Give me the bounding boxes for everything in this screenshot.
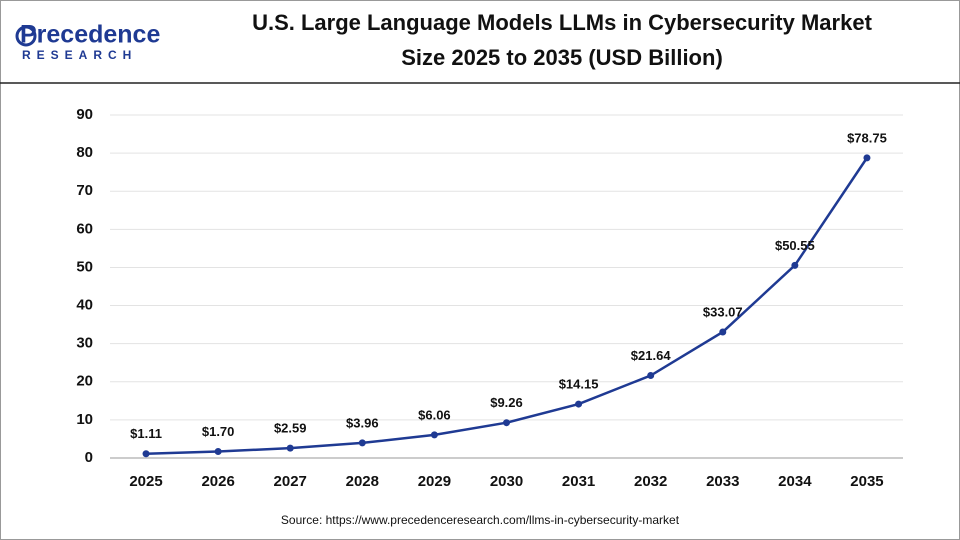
point — [719, 328, 727, 336]
x-tick-label: 2034 — [778, 473, 812, 490]
point — [647, 372, 655, 380]
y-tick-label: 50 — [76, 258, 93, 275]
x-tick-label: 2027 — [274, 473, 307, 490]
x-tick-label: 2028 — [346, 473, 379, 490]
point — [575, 400, 583, 408]
x-tick-label: 2029 — [418, 473, 451, 490]
logo-tagline: RESEARCH — [22, 48, 137, 62]
y-tick-label: 10 — [76, 411, 93, 428]
x-tick-label: 2025 — [129, 473, 162, 490]
chart-title: U.S. Large Language Models LLMs in Cyber… — [252, 10, 872, 35]
y-tick-label: 70 — [76, 182, 93, 199]
x-tick-label: 2026 — [201, 473, 234, 490]
point — [214, 448, 222, 456]
value-label: $9.26 — [490, 395, 523, 410]
y-tick-label: 60 — [76, 220, 93, 237]
point — [142, 450, 150, 458]
point — [286, 444, 294, 452]
value-label: $33.07 — [703, 304, 743, 319]
point — [430, 431, 438, 439]
y-tick-label: 30 — [76, 335, 93, 352]
y-tick-label: 0 — [85, 449, 93, 466]
x-tick-label: 2031 — [562, 473, 595, 490]
logo-name: Precedence — [20, 21, 160, 49]
y-tick-label: 80 — [76, 144, 93, 161]
logo-icon — [15, 25, 37, 47]
value-label: $3.96 — [346, 415, 379, 430]
y-tick-label: 40 — [76, 297, 93, 314]
logo: Precedence RESEARCH — [15, 21, 160, 62]
x-tick-label: 2030 — [490, 473, 523, 490]
value-label: $2.59 — [274, 421, 307, 436]
y-tick-label: 20 — [76, 373, 93, 390]
value-label: $1.70 — [202, 424, 235, 439]
value-label: $21.64 — [631, 348, 672, 363]
x-tick-label: 2035 — [850, 473, 883, 490]
source: Source: https://www.precedenceresearch.c… — [281, 513, 680, 527]
value-label: $1.11 — [130, 426, 162, 441]
value-label: $14.15 — [559, 377, 599, 392]
point — [791, 261, 799, 269]
point — [863, 154, 871, 162]
point — [503, 419, 510, 427]
value-label: $78.75 — [847, 130, 887, 145]
x-tick-label: 2033 — [706, 473, 739, 490]
y-tick-label: 90 — [76, 106, 93, 123]
chart-title: Size 2025 to 2035 (USD Billion) — [401, 45, 723, 70]
value-label: $50.55 — [775, 238, 815, 253]
point — [358, 439, 366, 447]
value-label: $6.06 — [418, 407, 451, 422]
x-tick-label: 2032 — [634, 473, 667, 490]
